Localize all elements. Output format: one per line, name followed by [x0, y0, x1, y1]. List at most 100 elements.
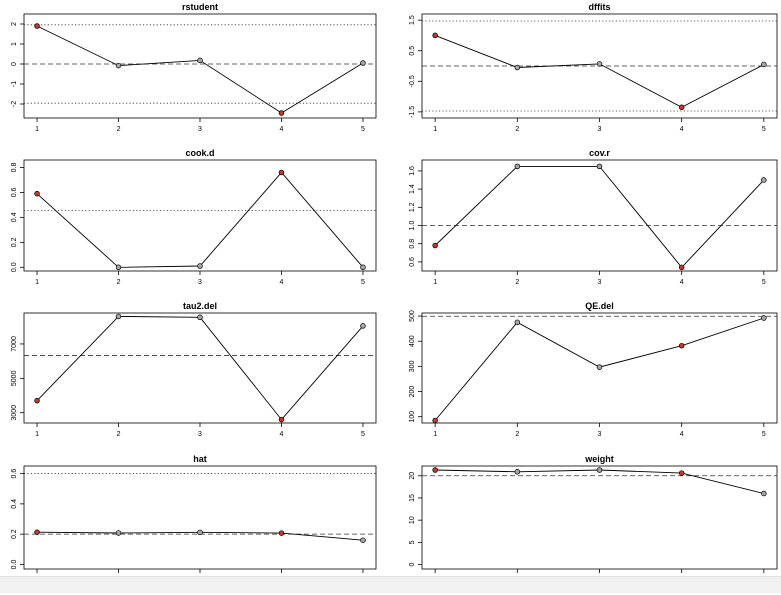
panel-title: cov.r — [589, 148, 610, 158]
y-tick-label: 200 — [409, 386, 416, 398]
plot-frame — [23, 159, 377, 272]
data-point — [761, 315, 767, 321]
panel-title: weight — [584, 454, 614, 464]
y-tick-label: 1.4 — [409, 184, 416, 194]
data-point-influential — [432, 417, 438, 424]
data-point — [115, 313, 122, 320]
data-point-influential — [34, 529, 40, 535]
x-tick-label: 4 — [280, 431, 284, 438]
x-tick-label: 5 — [361, 279, 365, 286]
x-tick-label: 4 — [680, 279, 684, 286]
y-tick-label: 1 — [11, 42, 18, 46]
x-tick-label: 3 — [198, 279, 202, 286]
data-point-influential — [678, 342, 685, 349]
x-tick-label: 4 — [280, 279, 284, 286]
y-tick-label: 1.6 — [409, 166, 416, 176]
data-point-influential — [34, 397, 40, 404]
data-point — [115, 264, 122, 271]
plot-frame — [421, 159, 778, 272]
panel-title: tau2.del — [183, 301, 217, 311]
data-point — [360, 323, 366, 329]
panel-cook-d: cook.d 0.0 0.2 0.4 0.6 0.8 1 2 3 4 5 — [2, 148, 380, 297]
y-tick-label: 0.4 — [11, 212, 18, 222]
data-point — [360, 264, 366, 271]
y-tick-label: 100 — [409, 411, 416, 423]
x-tick-label: 2 — [515, 279, 519, 286]
y-tick-label: 7000 — [11, 336, 18, 352]
x-tick-label: 5 — [762, 126, 766, 133]
x-tick-label: 3 — [598, 279, 602, 286]
plot-dffits: dffits -1.5 -0.5 0.5 1.5 1 2 3 4 5 — [409, 2, 778, 133]
data-point — [514, 163, 521, 170]
x-tick-label: 1 — [433, 126, 437, 133]
data-point — [596, 163, 603, 170]
y-tick-label: 0.2 — [11, 529, 18, 539]
y-tick-label: 10 — [409, 516, 416, 524]
x-tick-label: 2 — [515, 431, 519, 438]
y-tick-label: 20 — [409, 472, 416, 480]
y-tick-label: 0.2 — [11, 237, 18, 247]
x-tick-label: 5 — [762, 279, 766, 286]
x-tick-label: 1 — [35, 431, 39, 438]
series-line — [36, 171, 364, 268]
plot-tau2-del: tau2.del 3000 5000 7000 1 2 3 4 5 — [11, 301, 377, 438]
y-tick-label: 5 — [409, 540, 416, 544]
x-tick-label: 2 — [117, 279, 121, 286]
data-point — [197, 263, 203, 269]
y-tick-label: 0.4 — [11, 499, 18, 509]
data-point — [514, 319, 521, 326]
series-line — [36, 25, 364, 114]
data-point — [360, 537, 366, 543]
data-point — [596, 364, 603, 370]
y-tick-label: 5000 — [11, 370, 18, 386]
x-tick-label: 2 — [515, 126, 519, 133]
data-point-influential — [278, 110, 285, 116]
y-tick-label: 0.6 — [409, 257, 416, 267]
panel-title: QE.del — [585, 301, 614, 311]
x-tick-label: 4 — [680, 126, 684, 133]
x-tick-label: 1 — [35, 279, 39, 286]
plot-frame — [23, 13, 377, 119]
plot-rstudent: rstudent -2 -1 0 1 2 1 2 3 4 5 — [11, 2, 377, 133]
data-point-influential — [278, 416, 285, 423]
y-tick-label: 0.8 — [11, 163, 18, 173]
panel-qe-del: QE.del 100 200 300 400 500 1 2 3 4 5 — [400, 301, 781, 449]
x-tick-label: 4 — [280, 126, 284, 133]
y-tick-label: 0.5 — [409, 46, 416, 56]
x-tick-label: 3 — [598, 126, 602, 133]
series-line — [434, 34, 765, 108]
panel-title: rstudent — [182, 2, 218, 12]
panel-title: dffits — [589, 2, 611, 12]
x-tick-label: 3 — [598, 431, 602, 438]
panel-dffits: dffits -1.5 -0.5 0.5 1.5 1 2 3 4 5 — [400, 2, 781, 144]
x-tick-label: 5 — [361, 126, 365, 133]
plot-weight: weight0510152012345 — [409, 454, 778, 584]
panel-title: hat — [193, 454, 207, 464]
data-point — [197, 57, 203, 64]
y-tick-label: 300 — [409, 360, 416, 372]
series-line — [434, 165, 765, 269]
y-tick-label: 1.0 — [409, 221, 416, 231]
data-point-influential — [34, 190, 40, 197]
y-tick-label: -1 — [11, 81, 18, 87]
data-point — [115, 530, 122, 536]
y-tick-label: 1.2 — [409, 202, 416, 212]
y-tick-label: 2 — [11, 22, 18, 26]
y-tick-label: -0.5 — [409, 75, 416, 87]
data-point-influential — [278, 530, 285, 536]
y-tick-label: -1.5 — [409, 106, 416, 118]
data-point — [596, 61, 603, 67]
series-line — [435, 469, 765, 494]
data-point-influential — [678, 104, 685, 111]
data-point — [761, 490, 767, 497]
panel-tau2-del: tau2.del 3000 5000 7000 1 2 3 4 5 — [2, 301, 380, 449]
y-tick-label: -2 — [11, 101, 18, 107]
data-point-influential — [278, 169, 285, 176]
data-point — [514, 469, 521, 475]
x-tick-label: 2 — [117, 431, 121, 438]
data-point-influential — [678, 264, 685, 271]
x-tick-label: 4 — [680, 431, 684, 438]
data-point — [514, 64, 521, 71]
